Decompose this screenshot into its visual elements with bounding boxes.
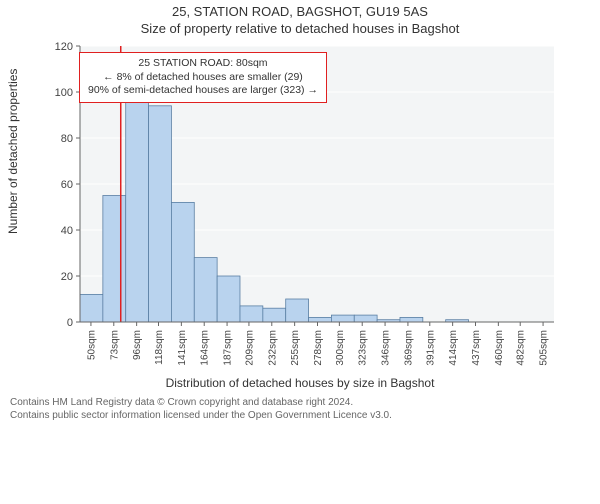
svg-text:100: 100 [55,87,73,99]
svg-text:141sqm: 141sqm [177,330,188,366]
svg-text:323sqm: 323sqm [358,330,369,366]
footer: Contains HM Land Registry data © Crown c… [0,390,600,422]
svg-text:369sqm: 369sqm [403,330,414,366]
svg-text:300sqm: 300sqm [335,330,346,366]
svg-text:437sqm: 437sqm [471,330,482,366]
svg-text:391sqm: 391sqm [425,330,436,366]
x-axis-label: Distribution of detached houses by size … [0,376,600,390]
svg-text:232sqm: 232sqm [267,330,278,366]
svg-text:414sqm: 414sqm [448,330,459,366]
svg-text:505sqm: 505sqm [539,330,550,366]
svg-text:40: 40 [61,225,73,237]
svg-text:209sqm: 209sqm [244,330,255,366]
svg-text:118sqm: 118sqm [154,330,165,365]
svg-text:460sqm: 460sqm [494,330,505,366]
svg-text:50sqm: 50sqm [86,330,97,360]
svg-text:187sqm: 187sqm [223,330,234,366]
chart-title-1: 25, STATION ROAD, BAGSHOT, GU19 5AS [0,4,600,19]
annotation-line-1: 25 STATION ROAD: 80sqm [88,57,318,71]
svg-text:346sqm: 346sqm [381,330,392,366]
svg-text:255sqm: 255sqm [290,330,301,366]
svg-text:120: 120 [55,42,73,53]
svg-text:0: 0 [67,317,73,329]
svg-text:73sqm: 73sqm [109,330,120,360]
annotation-line-2: ← 8% of detached houses are smaller (29) [88,71,318,85]
footer-line-2: Contains public sector information licen… [10,409,590,422]
chart-title-2: Size of property relative to detached ho… [0,21,600,36]
plot-area: 0 20 40 60 80 100 120 50sqm 73sqm 96sqm 118sqm 141s… [50,42,600,372]
svg-text:60: 60 [61,179,73,191]
svg-text:80: 80 [61,133,73,145]
annotation-line-3: 90% of semi-detached houses are larger (… [88,84,318,98]
svg-text:20: 20 [61,271,73,283]
annotation-box: 25 STATION ROAD: 80sqm ← 8% of detached … [79,52,327,103]
svg-text:482sqm: 482sqm [516,330,527,366]
svg-text:96sqm: 96sqm [132,330,143,360]
footer-line-1: Contains HM Land Registry data © Crown c… [10,396,590,409]
svg-text:278sqm: 278sqm [313,330,324,366]
svg-text:164sqm: 164sqm [200,330,211,366]
y-axis-label: Number of detached properties [6,69,20,234]
